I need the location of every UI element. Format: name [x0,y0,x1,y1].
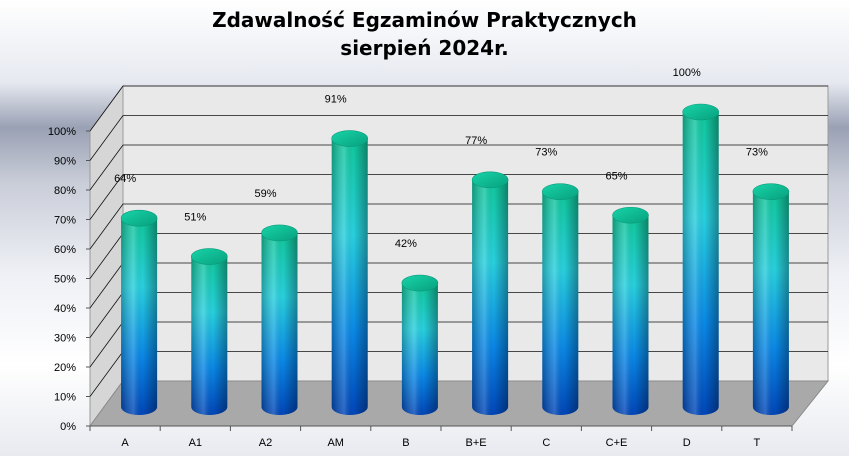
bar-AM [331,130,369,416]
bar-T [752,183,790,415]
data-label: 73% [535,147,557,159]
bar-cap [752,183,790,200]
gridline-side [89,292,124,338]
y-tick-label: 50% [54,274,76,286]
x-axis: A A1 A2 AM B B+E C C+E D T [89,425,793,449]
bar-shading [752,191,789,415]
x-tick-label: A2 [259,437,272,449]
x-tick-label: B [402,437,409,449]
x-tick-label: A [121,437,129,449]
bar-cap [191,248,228,265]
y-axis: 0% 10% 20% 30% 40% 50% 60% 70% 80% 90% 100% [48,126,90,433]
y-tick-label: 80% [54,185,76,197]
bar-cap [682,103,720,121]
chart-title: Zdawalność Egzaminów Praktycznych [212,8,637,32]
data-label: 42% [395,238,417,250]
bar-C [541,183,579,415]
bar-cap [541,183,579,200]
y-tick-label: 100% [48,126,76,138]
y-tick-label: 40% [54,303,76,315]
data-label: 91% [325,94,347,106]
gridline-side [89,321,124,368]
gridline-side [89,144,124,191]
data-label: 65% [605,170,627,182]
bar-shading [612,215,649,415]
gridline-side [89,351,124,397]
bar-shading [261,232,298,415]
bars [120,103,790,416]
y-tick-label: 60% [54,244,76,256]
x-tick-label: T [754,437,761,449]
y-tick-label: 20% [54,362,76,374]
x-tick-label: AM [327,437,344,449]
y-tick-label: 90% [54,156,76,168]
gridline-side [89,203,124,250]
bar-shading [191,256,228,415]
data-label: 59% [254,188,276,200]
y-tick-label: 30% [54,333,76,345]
bar-B+E [471,171,509,415]
bar-cap [331,130,369,147]
data-label: 51% [184,212,206,224]
gridline-side [89,233,124,279]
data-label: 73% [746,147,768,159]
gridline-side [89,262,124,309]
bar-cap [120,209,158,227]
x-tick-label: A1 [189,437,202,449]
bar-shading [121,218,158,415]
y-tick-label: 0% [60,421,76,433]
x-tick-label: C+E [606,437,628,449]
bar-A2 [261,224,298,415]
bar-A [120,209,158,415]
bar-cap [612,206,649,224]
bar-C+E [612,206,649,415]
y-tick-label: 70% [54,215,76,227]
bar-shading [401,283,438,415]
gridline-side [89,174,124,220]
bar-B [401,274,439,415]
gridline-side [89,85,124,132]
bar-A1 [191,248,228,415]
data-labels: 64% 51% 59% 91% 42% 77% 73% 65% 100% 73% [114,67,768,250]
bar-shading [331,138,368,416]
data-label: 77% [465,135,487,147]
bar-cap [401,274,439,292]
chart-subtitle: sierpień 2024r. [340,36,509,60]
data-label: 64% [114,173,136,185]
bar-shading [542,191,579,415]
data-label: 100% [673,67,701,79]
bar-D [682,103,720,415]
gridline-side [89,115,124,161]
bar-shading [682,112,719,415]
bar-shading [472,179,509,415]
x-tick-label: D [683,437,691,449]
x-tick-label: C [542,437,550,449]
x-tick-label: B+E [466,437,487,449]
bar-cap [471,171,509,189]
y-tick-label: 10% [54,392,76,404]
bar-cap [261,224,298,242]
